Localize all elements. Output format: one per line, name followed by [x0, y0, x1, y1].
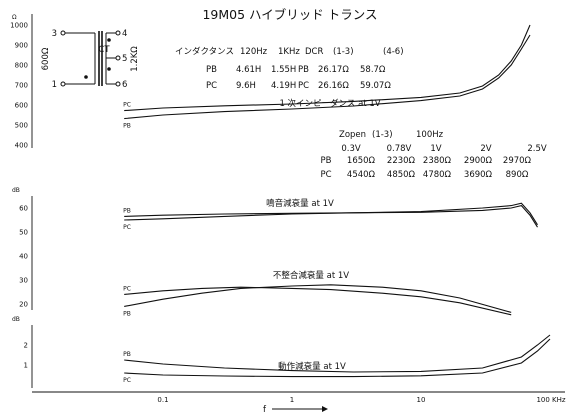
inductance-cell: 26.16Ω	[318, 81, 349, 91]
y-tick-label: 40	[19, 253, 28, 261]
series-label: PB	[123, 351, 131, 358]
y-tick-label: 700	[15, 82, 28, 90]
zopen-cell: 2380Ω	[423, 156, 452, 166]
y-tick-label: 20	[19, 301, 28, 309]
zopen-voltage: 0.3V	[341, 144, 361, 154]
series-label: PC	[123, 285, 131, 292]
primary-impedance-label: 600Ω	[41, 47, 51, 70]
zopen-header: Zopen	[339, 130, 366, 140]
zopen-cell: 890Ω	[506, 170, 529, 180]
zopen-table: Zopen (1-3) 100Hz 0.3V 0.78V 1V 2V 2.5V …	[320, 130, 546, 180]
inductance-cell: 9.6H	[236, 81, 256, 91]
x-tick-label: 100 KHz	[536, 396, 565, 404]
panel-title: 1 次インピーダンス at 1V	[279, 98, 380, 109]
y-tick-label: 2	[24, 342, 28, 350]
pin-3-label: 3	[52, 29, 57, 39]
y-unit-label: dB	[12, 187, 20, 194]
zopen-cell: 3690Ω	[464, 170, 493, 180]
pin-5-label: 5	[122, 54, 127, 64]
chart-title: 19M05 ハイブリッド トランス	[202, 7, 377, 22]
y-tick-label: 600	[15, 102, 28, 110]
pin-1-label: 1	[52, 80, 57, 90]
x-tick-label: 10	[417, 396, 426, 404]
zopen-cell: 2900Ω	[464, 156, 493, 166]
y-tick-label: 800	[15, 62, 28, 70]
series-label: PC	[123, 377, 131, 384]
panel-title: 鳴音減衰量 at 1V	[266, 198, 334, 209]
panel-title: 不整合減衰量 at 1V	[273, 270, 349, 281]
inductance-cell: 1.55H	[271, 65, 296, 75]
inductance-table: インダクタンス 120Hz 1KHz DCR (1-3) (4-6) PB 4.…	[175, 46, 404, 91]
y-tick-label: 30	[19, 277, 28, 285]
series-line-pb	[124, 334, 551, 373]
series-label: PC	[123, 224, 131, 231]
series-line-pc	[124, 286, 512, 316]
inductance-cell: 4.19H	[271, 81, 296, 91]
series-line-pc	[124, 204, 538, 228]
inductance-cell: PC	[298, 81, 309, 91]
inductance-header: (1-3)	[333, 47, 354, 57]
series-label: PB	[123, 310, 131, 317]
zopen-voltage: 0.78V	[387, 144, 412, 154]
series-line-pc	[124, 24, 531, 112]
secondary-impedance-label: 1.2KΩ	[130, 46, 140, 72]
series-label: PB	[123, 123, 131, 130]
inductance-cell: 58.7Ω	[360, 65, 386, 75]
inductance-cell: 59.07Ω	[360, 81, 391, 91]
zopen-cell: 2230Ω	[387, 156, 416, 166]
pin-6-label: 6	[122, 80, 127, 90]
inductance-cell: PB	[298, 65, 309, 75]
arrow-right-icon	[272, 406, 328, 412]
zopen-cell: 4850Ω	[387, 170, 416, 180]
zopen-voltage: 2V	[480, 144, 491, 154]
y-tick-label: 1000	[10, 22, 28, 30]
inductance-header: インダクタンス	[175, 46, 234, 57]
panel-title: 動作減衰量 at 1V	[278, 361, 346, 372]
series-label: PC	[123, 102, 131, 109]
inductance-cell: PC	[206, 81, 217, 91]
series-line-pb	[124, 34, 531, 120]
inductance-cell: 26.17Ω	[318, 65, 349, 75]
y-tick-label: 1	[24, 362, 28, 370]
zopen-cell: PC	[320, 170, 331, 180]
zopen-header: (1-3)	[372, 130, 393, 140]
inductance-cell: 4.61H	[236, 65, 261, 75]
zopen-header: 100Hz	[416, 130, 444, 140]
inductance-header: DCR	[305, 47, 323, 57]
y-tick-label: 50	[19, 229, 28, 237]
series-line-pc	[124, 338, 551, 378]
x-tick-label: 0.1	[157, 396, 168, 404]
y-tick-label: 400	[15, 142, 28, 150]
inductance-header: 120Hz	[240, 47, 268, 57]
y-tick-label: 500	[15, 122, 28, 130]
zopen-cell: PB	[321, 156, 332, 166]
series-line-pb	[124, 284, 512, 313]
zopen-cell: 4780Ω	[423, 170, 452, 180]
series-line-pb	[124, 202, 538, 226]
zopen-voltage: 1V	[430, 144, 441, 154]
ct-label: CT	[98, 45, 110, 55]
x-tick-label: 1	[290, 396, 294, 404]
transformer-schematic-icon	[60, 30, 121, 87]
y-tick-label: 900	[15, 42, 28, 50]
pin-4-label: 4	[122, 29, 127, 39]
x-axis-label: f	[263, 405, 267, 415]
zopen-cell: 1650Ω	[347, 156, 376, 166]
y-tick-label: 60	[19, 205, 28, 213]
y-unit-label: Ω	[12, 14, 17, 21]
zopen-cell: 2970Ω	[503, 156, 532, 166]
zopen-voltage: 2.5V	[527, 144, 547, 154]
inductance-header: 1KHz	[278, 47, 300, 57]
series-label: PB	[123, 207, 131, 214]
zopen-cell: 4540Ω	[347, 170, 376, 180]
inductance-cell: PB	[206, 65, 217, 75]
inductance-header: (4-6)	[383, 47, 404, 57]
y-unit-label: dB	[12, 316, 20, 323]
